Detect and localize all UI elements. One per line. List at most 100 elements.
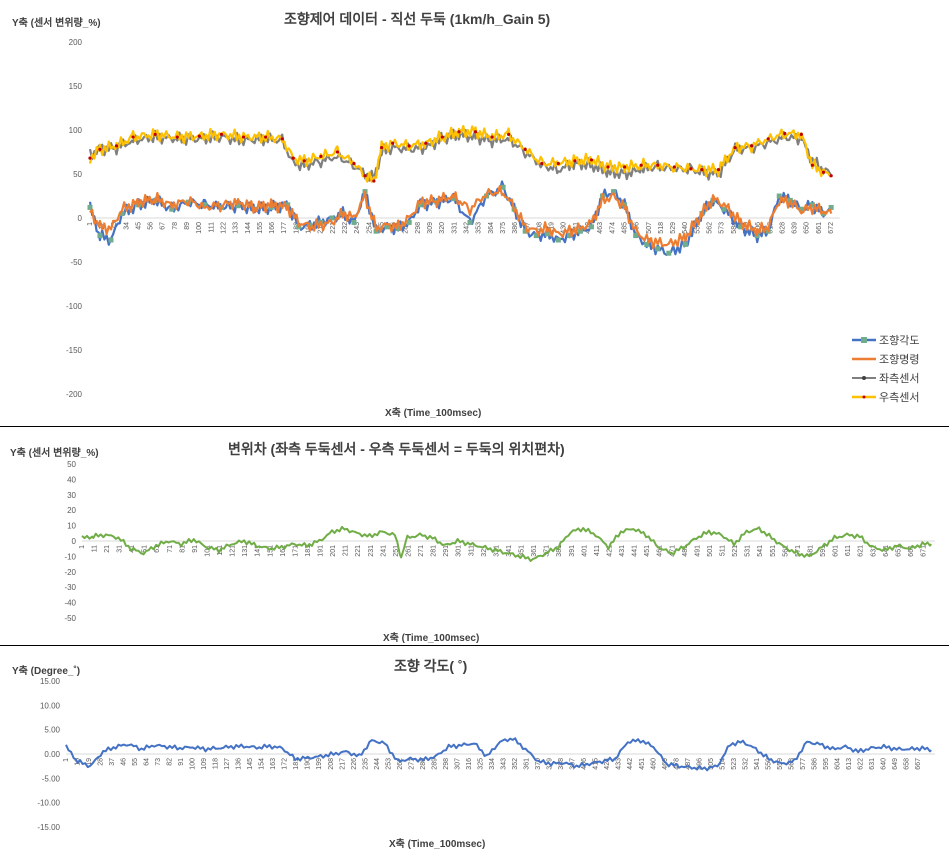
y-tick-label: -200: [66, 390, 83, 399]
x-tick-label: 151: [267, 545, 274, 557]
data-point: [623, 165, 627, 169]
x-tick-label: 226: [351, 758, 358, 770]
x-tick-label: 514: [719, 758, 726, 770]
x-tick-label: 91: [178, 758, 185, 766]
x-tick-label: 1: [87, 222, 94, 226]
x-tick-label: 289: [431, 758, 438, 770]
data-point: [809, 202, 815, 208]
data-point: [329, 215, 335, 221]
x-tick-label: 370: [535, 758, 542, 770]
x-tick-label: 208: [328, 758, 335, 770]
x-tick-label: 474: [609, 222, 616, 234]
x-tick-label: 254: [366, 222, 373, 234]
x-tick-label: 521: [732, 545, 739, 557]
data-point: [219, 132, 224, 136]
x-tick-label: 251: [393, 545, 400, 557]
x-tick-label: 361: [524, 758, 531, 770]
data-point: [395, 226, 401, 232]
data-point: [372, 179, 376, 183]
x-tick-label: 82: [167, 758, 174, 766]
x-tick-label: 640: [881, 758, 888, 770]
y-tick-label: -50: [64, 614, 76, 623]
x-tick-label: 311: [468, 545, 475, 556]
data-point: [540, 161, 544, 166]
x-tick-label: 81: [179, 545, 186, 553]
legend-item-right-sensor: 우측센서: [852, 387, 919, 406]
x-tick-label: 325: [478, 758, 485, 770]
x-tick-label: 397: [524, 222, 531, 234]
data-point: [644, 241, 650, 247]
data-point: [440, 135, 444, 139]
x-tick-label: 161: [280, 545, 287, 557]
x-tick-label: 628: [779, 222, 786, 234]
data-point: [633, 233, 639, 239]
data-point: [307, 222, 313, 228]
x-tick-label: 431: [619, 545, 626, 557]
data-point: [235, 203, 241, 209]
y-tick-label: -5.00: [42, 774, 61, 783]
x-tick-label: 371: [544, 545, 551, 557]
x-tick-label: 523: [731, 758, 738, 770]
data-point: [533, 233, 539, 239]
x-tick-label: 211: [343, 545, 350, 556]
x-tick-label: 351: [519, 545, 526, 557]
x-tick-label: 71: [167, 545, 174, 553]
data-point: [490, 135, 494, 139]
data-point: [733, 146, 737, 150]
series-line: [89, 185, 833, 250]
series-line: [81, 525, 932, 562]
chart3-ylabel: Y축 (Degree_˚): [12, 666, 81, 677]
y-tick-label: 10.00: [40, 701, 61, 710]
x-tick-label: 591: [820, 545, 827, 557]
x-tick-label: 271: [408, 758, 415, 770]
x-tick-label: 243: [354, 222, 361, 234]
x-tick-label: 235: [362, 758, 369, 770]
data-point: [457, 130, 461, 134]
x-tick-label: 631: [869, 758, 876, 770]
x-tick-label: 532: [742, 758, 749, 770]
y-tick-label: 30: [67, 491, 76, 500]
data-point: [810, 163, 814, 167]
x-tick-label: 166: [269, 222, 276, 234]
x-tick-label: 631: [870, 545, 877, 557]
x-tick-label: 661: [908, 545, 915, 557]
x-tick-label: 280: [420, 758, 427, 770]
x-tick-label: 56: [148, 222, 155, 230]
y-tick-label: 200: [69, 38, 83, 47]
chart2-ylabel: Y축 (센서 변위량_%): [10, 448, 99, 459]
data-point: [417, 202, 423, 208]
x-tick-label: 144: [245, 222, 252, 234]
data-point: [352, 161, 356, 166]
data-point: [335, 150, 340, 154]
x-tick-label: 361: [531, 545, 538, 557]
x-tick-label: 672: [828, 222, 835, 234]
x-tick-label: 481: [682, 545, 689, 557]
data-point: [689, 167, 693, 171]
data-point: [98, 147, 102, 151]
y-tick-label: 50: [67, 460, 76, 469]
x-tick-label: 241: [380, 545, 387, 557]
data-point: [114, 144, 119, 148]
chart2-xlabel: X축 (Time_100msec): [383, 633, 480, 644]
x-tick-label: 281: [431, 545, 438, 557]
x-tick-label: 177: [281, 222, 288, 234]
x-tick-label: 651: [895, 545, 902, 557]
chart2-title: 변위차 (좌측 두둑센서 - 우측 두둑센서 = 두둑의 위치편차): [228, 441, 565, 457]
data-point: [384, 224, 390, 230]
data-point: [407, 144, 411, 148]
y-tick-label: 40: [67, 475, 76, 484]
x-tick-label: 411: [594, 545, 601, 556]
data-point: [202, 202, 208, 208]
x-tick-label: 604: [835, 758, 842, 770]
data-point: [566, 233, 572, 239]
x-tick-label: 501: [707, 545, 714, 557]
x-tick-label: 172: [282, 758, 289, 770]
x-tick-label: 64: [143, 758, 150, 766]
data-point: [88, 156, 92, 160]
x-tick-label: 46: [120, 758, 127, 766]
x-tick-label: 658: [904, 758, 911, 770]
x-tick-label: 540: [682, 222, 689, 234]
x-tick-label: 45: [135, 222, 142, 230]
y-tick-label: -15.00: [37, 823, 60, 832]
